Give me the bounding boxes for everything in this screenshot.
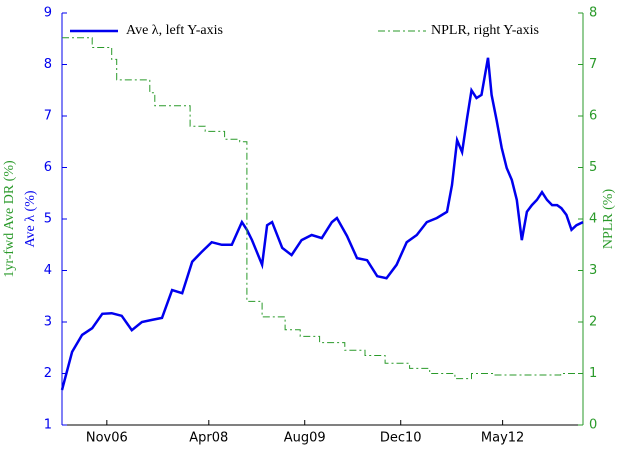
data-line xyxy=(62,37,583,380)
y2-tick-label: 6 xyxy=(589,109,597,124)
y2-label: NPLR (%) xyxy=(601,189,616,250)
y-tick-label: 4 xyxy=(44,263,52,278)
y-tick-label: 7 xyxy=(44,109,52,124)
y2-tick-label: 5 xyxy=(589,160,597,175)
y-tick-label: 2 xyxy=(44,366,52,381)
y2-tick-label: 3 xyxy=(589,263,597,278)
y2-tick-label: 2 xyxy=(589,315,597,330)
y-tick-label: 8 xyxy=(44,57,52,72)
y-tick-label: 5 xyxy=(44,212,52,227)
y2-tick-label: 7 xyxy=(589,57,597,72)
y-tick-label: 3 xyxy=(44,315,52,330)
x-tick-label: Dec10 xyxy=(380,431,422,446)
y-tick-label: 9 xyxy=(44,6,52,21)
y2-tick-label: 4 xyxy=(589,212,597,227)
x-tick-label: May12 xyxy=(481,431,524,446)
x-tick-label: Nov06 xyxy=(86,431,128,446)
data-line xyxy=(60,57,584,391)
y2-tick-label: 8 xyxy=(589,6,597,21)
legend-label: NPLR, right Y-axis xyxy=(431,23,539,38)
y2-tick-label: 1 xyxy=(589,366,597,381)
y-label: Ave λ (%) xyxy=(23,190,38,247)
y-label-extra: 1yr-fwd Ave DR (%) xyxy=(2,160,17,278)
y-tick-label: 1 xyxy=(44,418,52,433)
x-tick-label: Aug09 xyxy=(284,431,326,446)
legend-label: Ave λ, left Y-axis xyxy=(126,23,223,38)
y-tick-label: 6 xyxy=(44,160,52,175)
x-tick-label: Apr08 xyxy=(189,431,228,446)
y2-tick-label: 0 xyxy=(589,418,597,433)
